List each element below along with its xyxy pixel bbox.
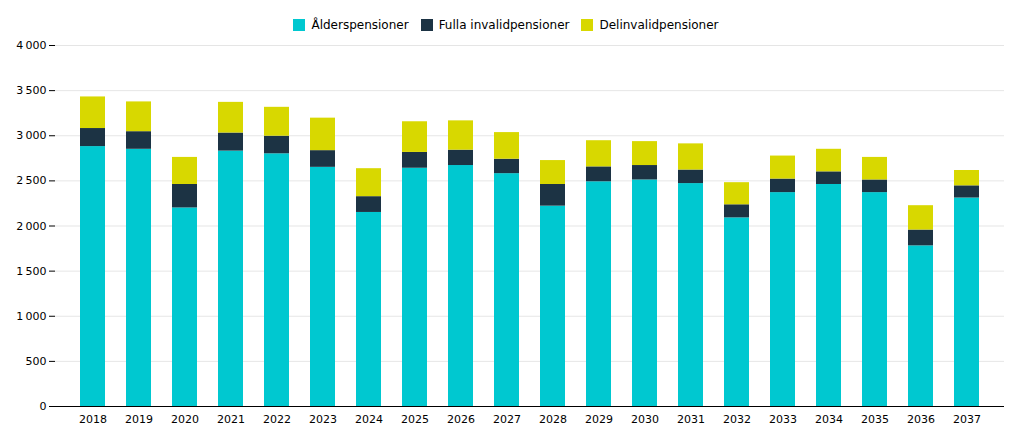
svg-text:2033: 2033: [769, 413, 797, 426]
svg-text:2024: 2024: [355, 413, 383, 426]
svg-text:2034: 2034: [815, 413, 843, 426]
svg-text:2 500: 2 500: [16, 174, 46, 187]
svg-text:2 000: 2 000: [16, 220, 46, 233]
svg-text:2021: 2021: [217, 413, 245, 426]
html-text:Delinvalidpensioner: Delinvalidpensioner: [599, 17, 719, 32]
svg-text:2026: 2026: [447, 413, 475, 426]
svg-text:2029: 2029: [585, 413, 613, 426]
svg-text:2022: 2022: [263, 413, 291, 426]
svg-text:2032: 2032: [723, 413, 751, 426]
svg-text:4 000: 4 000: [16, 39, 46, 52]
svg-text:2030: 2030: [631, 413, 659, 426]
svg-text:2025: 2025: [401, 413, 429, 426]
svg-text:3 000: 3 000: [16, 129, 46, 142]
svg-text:2036: 2036: [907, 413, 935, 426]
svg-text:2018: 2018: [79, 413, 107, 426]
svg-text:2019: 2019: [125, 413, 153, 426]
svg-text:2027: 2027: [493, 413, 521, 426]
svg-text:2037: 2037: [953, 413, 981, 426]
svg-text:1 500: 1 500: [16, 265, 46, 278]
svg-text:2023: 2023: [309, 413, 337, 426]
svg-text:1 000: 1 000: [16, 310, 46, 323]
svg-text:3 500: 3 500: [16, 84, 46, 97]
svg-text:2031: 2031: [677, 413, 705, 426]
svg-text:500: 500: [26, 355, 47, 368]
svg-text:2028: 2028: [539, 413, 567, 426]
svg-text:2035: 2035: [861, 413, 889, 426]
svg-text:0: 0: [40, 400, 47, 413]
html-text:Ålderspensioner: Ålderspensioner: [311, 17, 409, 32]
svg-text:2020: 2020: [171, 413, 199, 426]
html-text:Fulla invalidpensioner: Fulla invalidpensioner: [438, 17, 570, 32]
